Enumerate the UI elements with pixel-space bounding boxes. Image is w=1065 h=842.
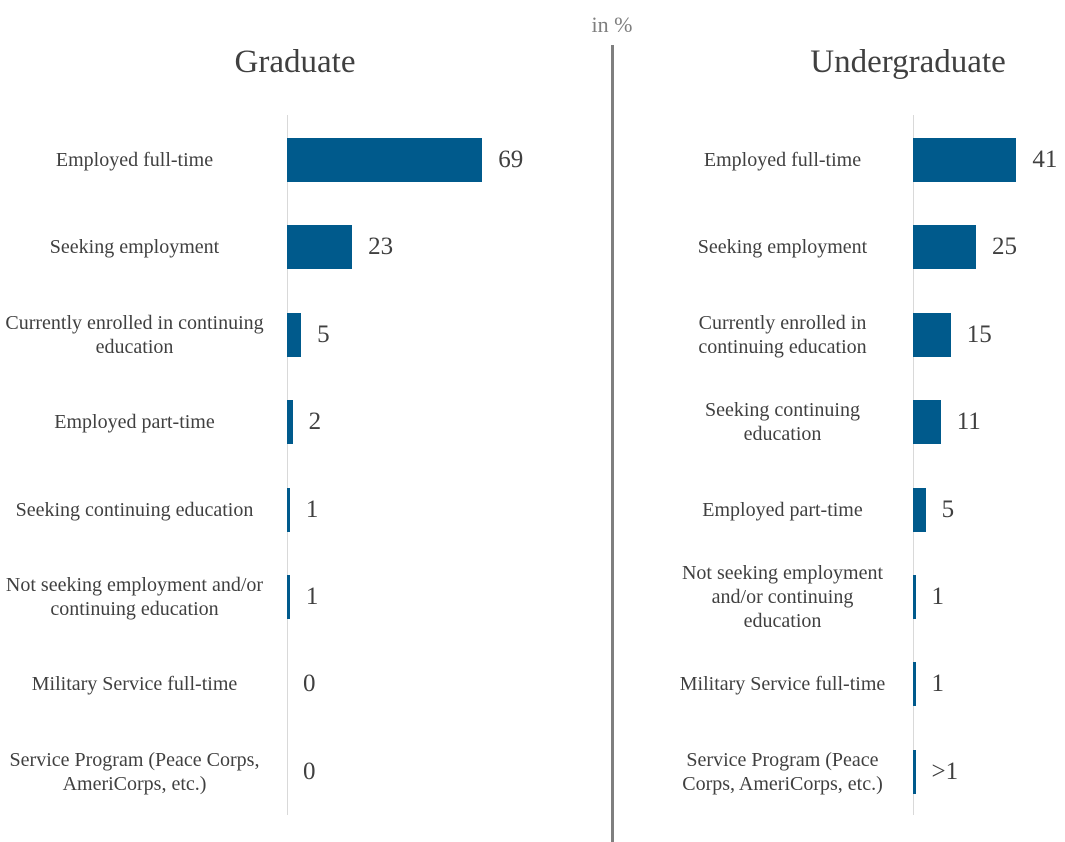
category-label: Seeking continuing education [15,498,254,521]
category-label: Service Program (Peace Corps, AmeriCorps… [9,748,260,795]
value-label: 25 [992,233,1017,261]
chart-title: Undergraduate [810,44,1006,80]
category-label: Not seeking employment and/or continuing… [681,562,884,632]
category-label: Military Service full-time [679,673,886,696]
value-label: 0 [303,757,316,785]
chart-title: Graduate [234,44,356,80]
axis-line [913,115,914,815]
value-label: >1 [931,757,959,785]
category-label: Currently enrolled in continuing educati… [698,311,867,358]
category-label: Service Program (Peace Corps, AmeriCorps… [682,748,883,795]
category-label: Not seeking employment and/or continuing… [5,574,264,620]
bar [913,487,926,532]
bar [913,575,916,619]
value-label: 11 [956,408,981,436]
category-label: Seeking employment [697,236,868,259]
category-label: Employed full-time [55,149,214,171]
category-label: Seeking continuing education [705,399,860,446]
value-label: 41 [1032,146,1058,173]
divider [611,45,614,842]
bar [913,225,976,270]
category-label: Seeking employment [49,236,220,259]
axis-line [287,115,288,815]
category-label: Military Service full-time [31,673,238,696]
bar [287,312,302,357]
bar [913,312,951,357]
bar [913,749,916,794]
bar [287,225,353,270]
value-label: 1 [931,670,945,698]
category-label: Currently enrolled in continuing educati… [5,311,264,358]
category-label: Employed part-time [702,498,863,521]
value-label: 1 [305,583,319,610]
category-label: Employed full-time [703,149,862,171]
value-label: 5 [941,495,955,523]
value-label: 0 [303,670,316,698]
bar [287,400,293,445]
bar [287,575,290,619]
value-label: 23 [368,233,394,261]
category-label: Employed part-time [54,411,215,434]
value-label: 69 [498,146,524,173]
bar [913,400,941,445]
value-label: 1 [305,495,319,523]
value-label: 1 [931,583,945,610]
bar [913,138,1017,182]
bar [287,487,290,532]
value-label: 15 [966,320,992,348]
value-label: 2 [308,408,322,436]
value-label: 5 [317,320,330,348]
caption: in % [591,12,633,37]
bar [287,138,483,182]
bar [913,662,916,707]
